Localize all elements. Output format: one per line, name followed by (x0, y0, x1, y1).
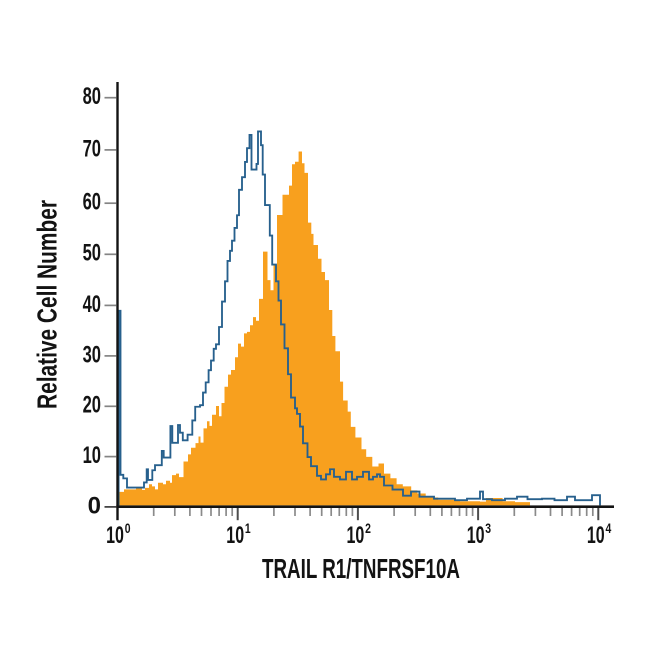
svg-text:50: 50 (83, 240, 101, 267)
svg-text:10: 10 (587, 522, 605, 549)
svg-text:4: 4 (606, 520, 612, 536)
svg-text:0: 0 (125, 520, 131, 536)
svg-text:80: 80 (83, 83, 101, 110)
svg-text:10: 10 (83, 442, 101, 469)
svg-text:3: 3 (485, 520, 491, 536)
svg-text:0: 0 (88, 492, 101, 519)
svg-text:10: 10 (347, 522, 365, 549)
svg-text:60: 60 (83, 189, 101, 216)
svg-text:1: 1 (245, 520, 251, 536)
svg-text:TRAIL R1/TNFRSF10A: TRAIL R1/TNFRSF10A (262, 553, 460, 584)
svg-text:10: 10 (467, 522, 485, 549)
svg-text:10: 10 (106, 522, 124, 549)
svg-text:20: 20 (83, 392, 101, 419)
svg-text:40: 40 (83, 291, 101, 318)
svg-text:10: 10 (226, 522, 244, 549)
svg-text:30: 30 (83, 341, 101, 368)
svg-text:Relative Cell Number: Relative Cell Number (32, 200, 63, 409)
svg-text:2: 2 (365, 520, 371, 536)
svg-text:70: 70 (83, 135, 101, 162)
